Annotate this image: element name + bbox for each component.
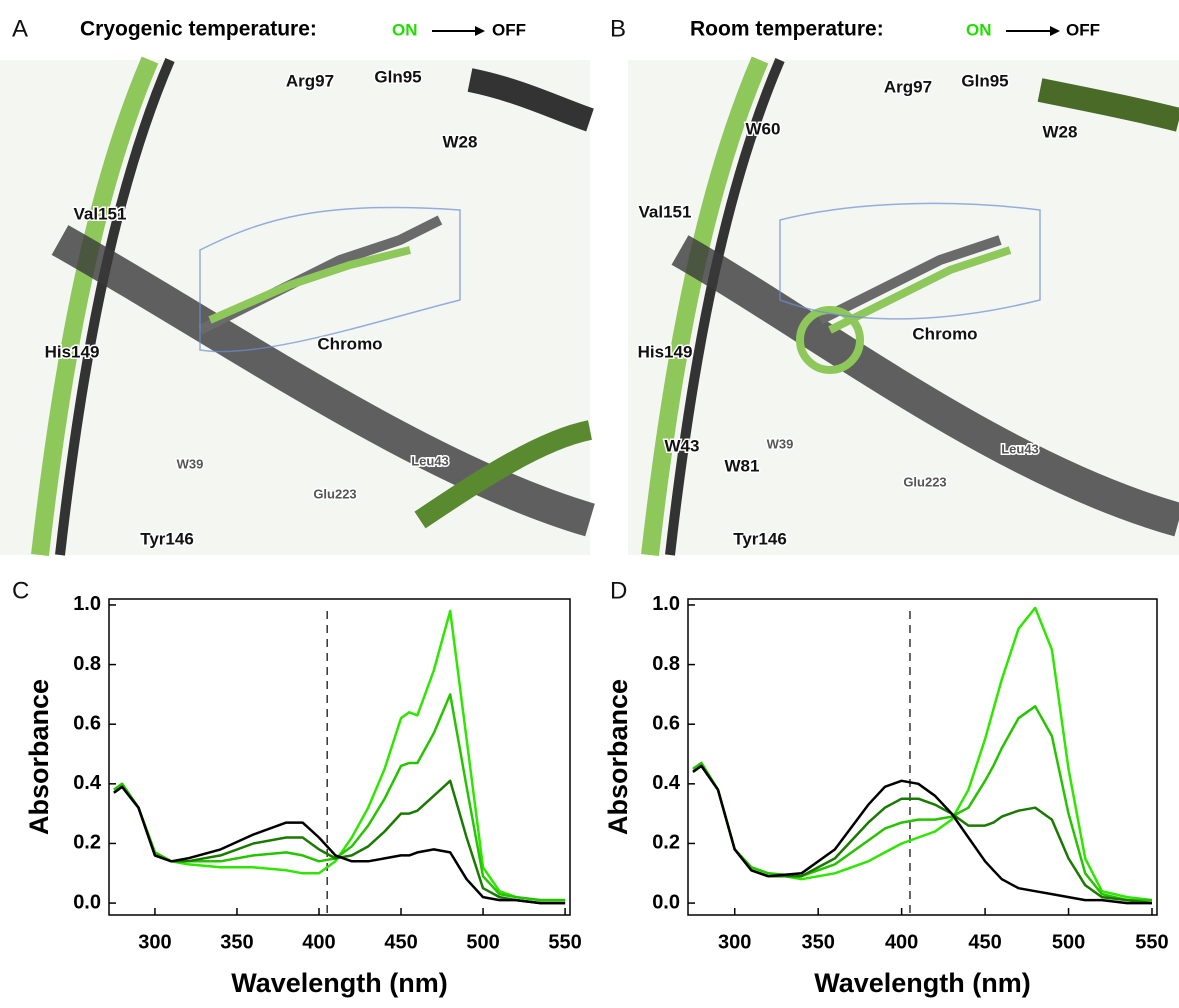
spectrum-line — [113, 785, 566, 905]
spectrum-line — [692, 764, 1152, 905]
residue-label: Tyr146 — [733, 529, 787, 548]
y-tick-label: 1.0 — [652, 593, 680, 615]
residue-label: Leu43 — [1001, 441, 1039, 456]
arrow-head — [475, 26, 485, 36]
residue-label: Leu43 — [411, 453, 449, 468]
x-axis-label: Wavelength (nm) — [814, 968, 1031, 998]
x-tick-label: 300 — [718, 931, 751, 953]
x-tick-label: 350 — [220, 931, 253, 953]
y-tick-label: 0.6 — [652, 712, 680, 734]
structure-image-a — [0, 56, 595, 557]
plot-frame — [687, 598, 1158, 916]
x-tick-label: 500 — [466, 931, 499, 953]
panel-letter: C — [12, 577, 29, 604]
on-label: ON — [392, 20, 418, 39]
residue-label: W28 — [1043, 122, 1078, 141]
x-tick-label: 450 — [968, 931, 1001, 953]
panel-letter: B — [610, 15, 626, 42]
y-tick-label: 0.0 — [652, 891, 680, 913]
spectrum-line — [692, 606, 1153, 902]
residue-label: Chromo — [317, 334, 382, 353]
residue-label: His149 — [45, 342, 100, 361]
residue-label: W28 — [443, 132, 478, 151]
residue-label: Gln95 — [374, 67, 421, 86]
y-tick-label: 0.2 — [652, 832, 680, 854]
y-axis-label: Absorbance — [24, 679, 54, 835]
residue-label: Glu223 — [903, 474, 946, 489]
off-label: OFF — [492, 20, 526, 39]
residue-label: W39 — [177, 456, 204, 471]
residue-label: W60 — [746, 119, 781, 138]
residue-label: Val151 — [74, 204, 127, 223]
residue-label: Arg97 — [286, 71, 334, 90]
arrow-head — [1050, 26, 1060, 36]
spectrum-line — [692, 705, 1152, 902]
residue-label: Chromo — [912, 324, 977, 343]
off-label: OFF — [1066, 20, 1100, 39]
y-tick-label: 0.8 — [652, 653, 680, 675]
panel-letter: D — [610, 577, 627, 604]
y-tick-label: 0.0 — [73, 891, 101, 913]
y-tick-label: 0.4 — [652, 772, 681, 794]
residue-label: Gln95 — [961, 71, 1008, 90]
x-tick-label: 550 — [1135, 931, 1168, 953]
residue-label: W39 — [767, 436, 794, 451]
panel-title: Room temperature: — [690, 18, 884, 41]
y-tick-label: 0.2 — [73, 832, 101, 854]
x-axis-label: Wavelength (nm) — [231, 968, 448, 998]
panel-title: Cryogenic temperature: — [80, 18, 317, 41]
x-tick-label: 300 — [138, 931, 171, 953]
x-tick-label: 350 — [801, 931, 834, 953]
residue-label: Val151 — [639, 202, 692, 221]
structure-image-b — [628, 56, 1179, 557]
plot-frame — [108, 598, 571, 916]
x-tick-label: 550 — [548, 931, 581, 953]
y-tick-label: 0.4 — [73, 772, 102, 794]
on-label: ON — [966, 20, 992, 39]
y-axis-label: Absorbance — [603, 679, 633, 835]
x-tick-label: 400 — [885, 931, 918, 953]
spectrum-line — [113, 693, 566, 902]
panel-letter: A — [12, 15, 28, 42]
y-tick-label: 0.6 — [73, 712, 101, 734]
residue-label: Arg97 — [884, 77, 932, 96]
x-tick-label: 500 — [1052, 931, 1085, 953]
residue-label: W43 — [665, 436, 700, 455]
x-tick-label: 450 — [384, 931, 417, 953]
spectrum-line — [113, 779, 566, 905]
residue-label: His149 — [638, 342, 693, 361]
y-tick-label: 0.8 — [73, 653, 101, 675]
residue-label: W81 — [725, 456, 760, 475]
x-tick-label: 400 — [302, 931, 335, 953]
residue-label: Glu223 — [313, 486, 356, 501]
y-tick-label: 1.0 — [73, 593, 101, 615]
residue-label: Tyr146 — [140, 529, 194, 548]
